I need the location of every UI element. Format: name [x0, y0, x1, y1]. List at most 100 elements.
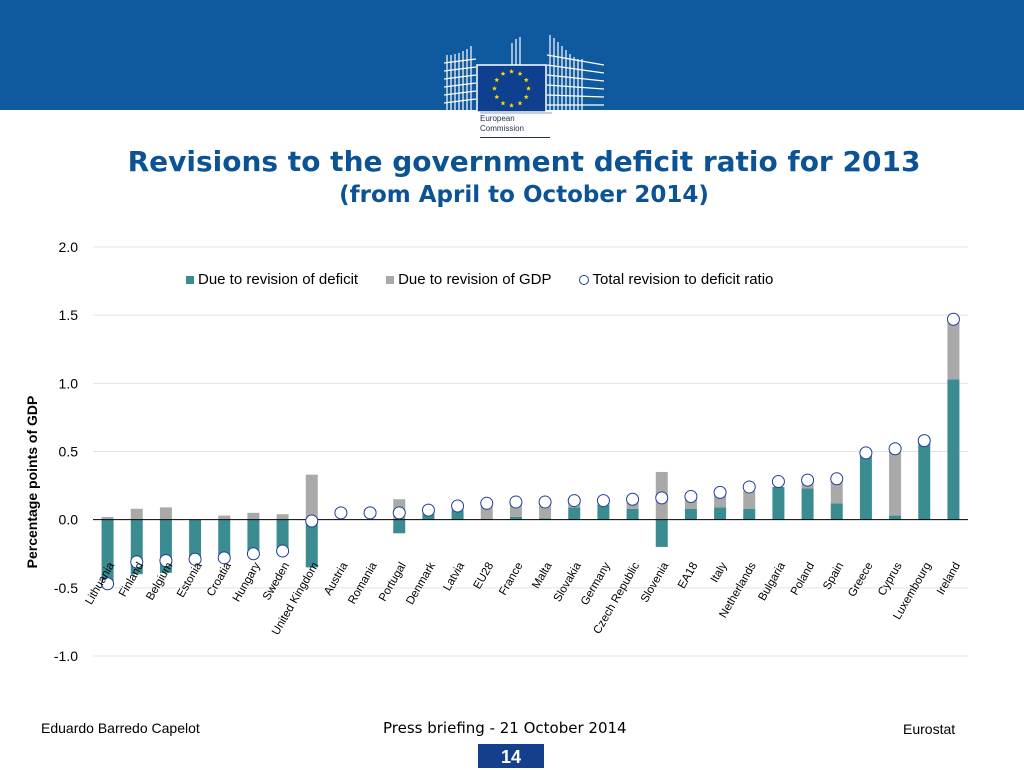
- bar-deficit: [772, 486, 785, 520]
- x-category-label: Slovenia: [639, 560, 672, 605]
- marker-total: [888, 442, 902, 456]
- x-category-label: Denmark: [404, 560, 438, 607]
- marker-total: [626, 492, 640, 506]
- bar-deficit: [714, 507, 727, 520]
- bar-deficit: [830, 503, 843, 520]
- bar-deficit: [539, 518, 552, 520]
- legend-swatch-deficit: [186, 275, 194, 284]
- bar-deficit: [101, 519, 114, 584]
- bar-deficit: [451, 510, 464, 520]
- bar-gdp: [218, 515, 231, 520]
- chart-subtitle: (from April to October 2014): [339, 182, 709, 208]
- marker-total: [713, 485, 727, 499]
- european-commission-logo: [444, 35, 604, 114]
- bar-gdp: [889, 450, 902, 516]
- eu-star: [509, 102, 514, 108]
- bar-deficit: [626, 508, 639, 520]
- footer-author: Eduardo Barredo Capelot: [41, 720, 200, 736]
- bar-deficit: [276, 519, 289, 553]
- marker-total: [421, 503, 435, 517]
- x-category-label: Finland: [117, 561, 146, 600]
- eu-star: [509, 68, 514, 74]
- marker-total: [830, 472, 844, 486]
- bar-gdp: [159, 507, 172, 520]
- marker-total: [771, 474, 785, 488]
- legend-marker-total: [579, 274, 590, 285]
- bar-deficit: [597, 504, 610, 520]
- eu-star: [517, 100, 523, 106]
- y-tick-label: 0.0: [59, 512, 79, 528]
- bar-deficit: [947, 379, 960, 520]
- marker-total: [334, 506, 348, 520]
- x-category-label: Greece: [846, 561, 875, 600]
- logo-wordmark: European Commission: [480, 114, 524, 134]
- bar-deficit: [684, 508, 697, 520]
- legend-item-deficit: Due to revision of deficit: [186, 271, 358, 288]
- bar-gdp: [247, 512, 260, 520]
- x-category-label: Hungary: [231, 560, 263, 604]
- legend-label-gdp: Due to revision of GDP: [398, 271, 552, 288]
- chart-legend: Due to revision of deficit Due to revisi…: [186, 271, 773, 288]
- legend-label-deficit: Due to revision of deficit: [198, 271, 359, 288]
- x-category-label: France: [497, 561, 525, 598]
- marker-total: [246, 547, 260, 561]
- y-tick-label: -0.5: [54, 580, 78, 596]
- marker-total: [480, 496, 494, 510]
- y-tick-label: -1.0: [54, 648, 78, 664]
- marker-total: [217, 551, 231, 565]
- bar-gdp: [830, 480, 843, 504]
- page-number: 14: [478, 744, 544, 768]
- marker-total: [276, 544, 290, 558]
- bar-deficit: [801, 488, 814, 520]
- marker-total: [159, 554, 173, 568]
- marker-total: [130, 555, 144, 569]
- x-category-label: Slovakia: [552, 560, 584, 604]
- eu-star: [494, 94, 500, 100]
- x-category-label: Poland: [789, 561, 817, 598]
- x-category-label: Malta: [530, 560, 555, 591]
- marker-total: [684, 489, 698, 503]
- logo-underline: [480, 137, 550, 138]
- marker-total: [305, 514, 319, 528]
- bar-deficit: [743, 508, 756, 520]
- marker-total: [742, 480, 756, 494]
- marker-total: [538, 495, 552, 509]
- eu-star: [523, 77, 529, 83]
- bar-deficit: [889, 515, 902, 520]
- legend-item-gdp: Due to revision of GDP: [386, 271, 551, 288]
- x-category-label: Spain: [821, 561, 846, 592]
- bar-deficit: [568, 507, 581, 520]
- bar-deficit: [189, 519, 202, 560]
- footer-source: Eurostat: [903, 721, 956, 737]
- eu-star: [492, 85, 497, 91]
- y-axis-label: Percentage points of GDP: [24, 395, 40, 569]
- eu-star: [526, 85, 531, 91]
- marker-total: [655, 491, 669, 505]
- x-category-label: Romania: [346, 560, 380, 606]
- y-tick-label: 0.5: [59, 444, 79, 460]
- bar-deficit: [655, 519, 668, 547]
- x-category-label: Austria: [322, 560, 351, 598]
- bar-gdp: [305, 474, 318, 520]
- bar-gdp: [947, 319, 960, 380]
- bar-gdp: [130, 508, 143, 520]
- x-category-label: EA18: [676, 561, 700, 591]
- marker-total: [917, 434, 931, 448]
- marker-total: [101, 577, 115, 591]
- bar-gdp: [509, 503, 522, 517]
- marker-total: [946, 312, 960, 326]
- marker-total: [596, 494, 610, 508]
- bar-deficit: [218, 519, 231, 558]
- bar-deficit: [393, 519, 406, 534]
- x-category-label: Estonia: [175, 560, 205, 600]
- x-category-label: Bulgaria: [757, 560, 789, 603]
- marker-total: [801, 473, 815, 487]
- y-tick-label: 2.0: [59, 239, 79, 255]
- y-tick-label: 1.5: [59, 307, 79, 323]
- eu-star: [500, 71, 506, 76]
- bar-deficit: [509, 516, 522, 520]
- bar-deficit: [247, 519, 260, 556]
- x-category-label: EU28: [472, 561, 497, 592]
- bar-deficit: [918, 441, 931, 520]
- legend-item-total: Total revision to deficit ratio: [579, 271, 773, 288]
